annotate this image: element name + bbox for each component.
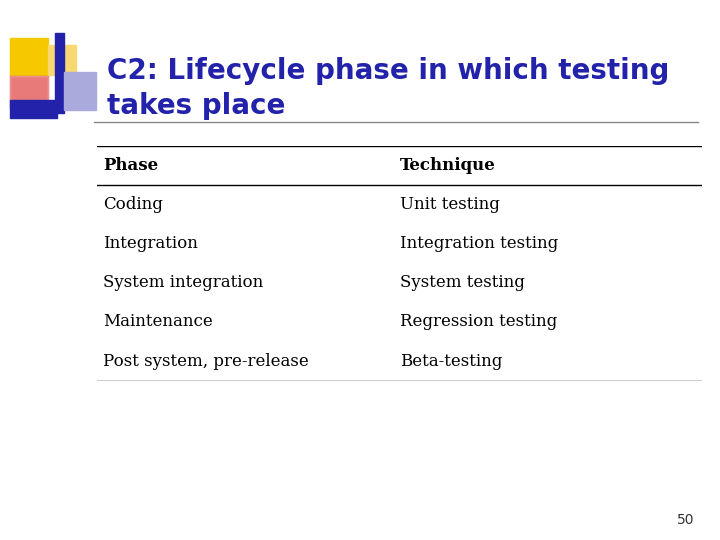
Text: System integration: System integration: [103, 274, 264, 291]
Text: Beta-testing: Beta-testing: [400, 353, 502, 369]
Text: Maintenance: Maintenance: [103, 314, 213, 330]
Text: Integration: Integration: [103, 235, 198, 252]
Text: C2: Lifecycle phase in which testing: C2: Lifecycle phase in which testing: [107, 57, 669, 85]
Text: Technique: Technique: [400, 157, 495, 174]
Text: System testing: System testing: [400, 274, 524, 291]
Text: Integration testing: Integration testing: [400, 235, 558, 252]
Text: takes place: takes place: [107, 92, 285, 120]
Text: 50: 50: [678, 512, 695, 526]
Text: Unit testing: Unit testing: [400, 196, 500, 213]
Text: Phase: Phase: [103, 157, 158, 174]
Text: Post system, pre-release: Post system, pre-release: [103, 353, 309, 369]
Text: Regression testing: Regression testing: [400, 314, 557, 330]
Text: Coding: Coding: [103, 196, 163, 213]
